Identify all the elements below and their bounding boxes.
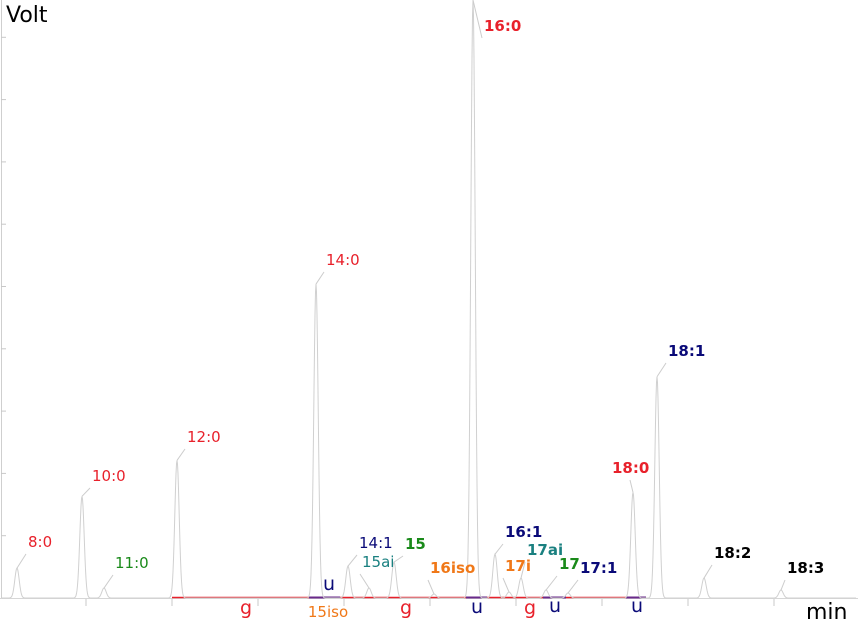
region-marker: u <box>549 595 561 617</box>
region-marker: g <box>400 597 412 619</box>
peak-leader-line <box>472 0 483 39</box>
peak-label: 18:2 <box>714 544 751 562</box>
peak-label: 18:3 <box>787 559 824 577</box>
peak-label: 18:0 <box>612 459 649 477</box>
peak-label: 8:0 <box>28 533 52 551</box>
peak-label: 18:1 <box>668 342 705 360</box>
peak-leader-line <box>393 555 404 563</box>
peak-leader-line <box>81 487 91 497</box>
peak-leader-line <box>494 543 504 555</box>
region-marker: g <box>240 597 252 619</box>
peak-label: 17i <box>505 557 531 575</box>
trace-layer <box>2 0 856 599</box>
peak-label: 14:0 <box>326 251 360 269</box>
peak-label: 17ai <box>527 541 563 559</box>
peak-label: 16:1 <box>505 523 542 541</box>
peak-leader-line <box>545 575 558 591</box>
peak-leader-line <box>502 577 510 593</box>
peak-label: 10:0 <box>92 467 126 485</box>
peak-label: 12:0 <box>187 428 221 446</box>
peak-leader-line <box>656 362 667 378</box>
peak-leader-line <box>520 561 526 579</box>
axes <box>0 0 858 606</box>
peak-leader-line <box>176 448 186 461</box>
region-marker: u <box>631 595 643 617</box>
peak-leader-line <box>629 479 634 493</box>
peak-leader-line <box>703 564 713 579</box>
peak-leader-line <box>315 271 325 285</box>
peak-leader-line <box>347 554 358 567</box>
peak-leader-line <box>16 553 27 569</box>
region-marker: u <box>323 573 335 595</box>
region-marker: 15iso <box>308 603 348 621</box>
peak-leader-line <box>780 579 786 591</box>
peak-label: 11:0 <box>115 554 149 572</box>
peak-label: 15 <box>405 535 426 553</box>
peak-label: 15ai <box>362 553 394 571</box>
x-axis-title: min <box>806 600 848 625</box>
peak-label: 17 <box>559 555 580 573</box>
peak-label: 16:0 <box>484 17 521 35</box>
y-axis-title: Volt <box>6 3 48 28</box>
peak-leader-line <box>567 579 579 594</box>
region-marker: g <box>524 597 536 619</box>
peak-leader-line <box>427 579 435 595</box>
region-marker: u <box>471 596 483 618</box>
chromatogram-trace <box>2 0 856 599</box>
peak-leader-line <box>359 573 370 589</box>
peak-label: 14:1 <box>359 534 393 552</box>
peak-label: 16iso <box>430 559 475 577</box>
peak-label: 17:1 <box>580 559 617 577</box>
peak-leader-line <box>103 574 114 589</box>
leader-layer <box>16 0 786 595</box>
